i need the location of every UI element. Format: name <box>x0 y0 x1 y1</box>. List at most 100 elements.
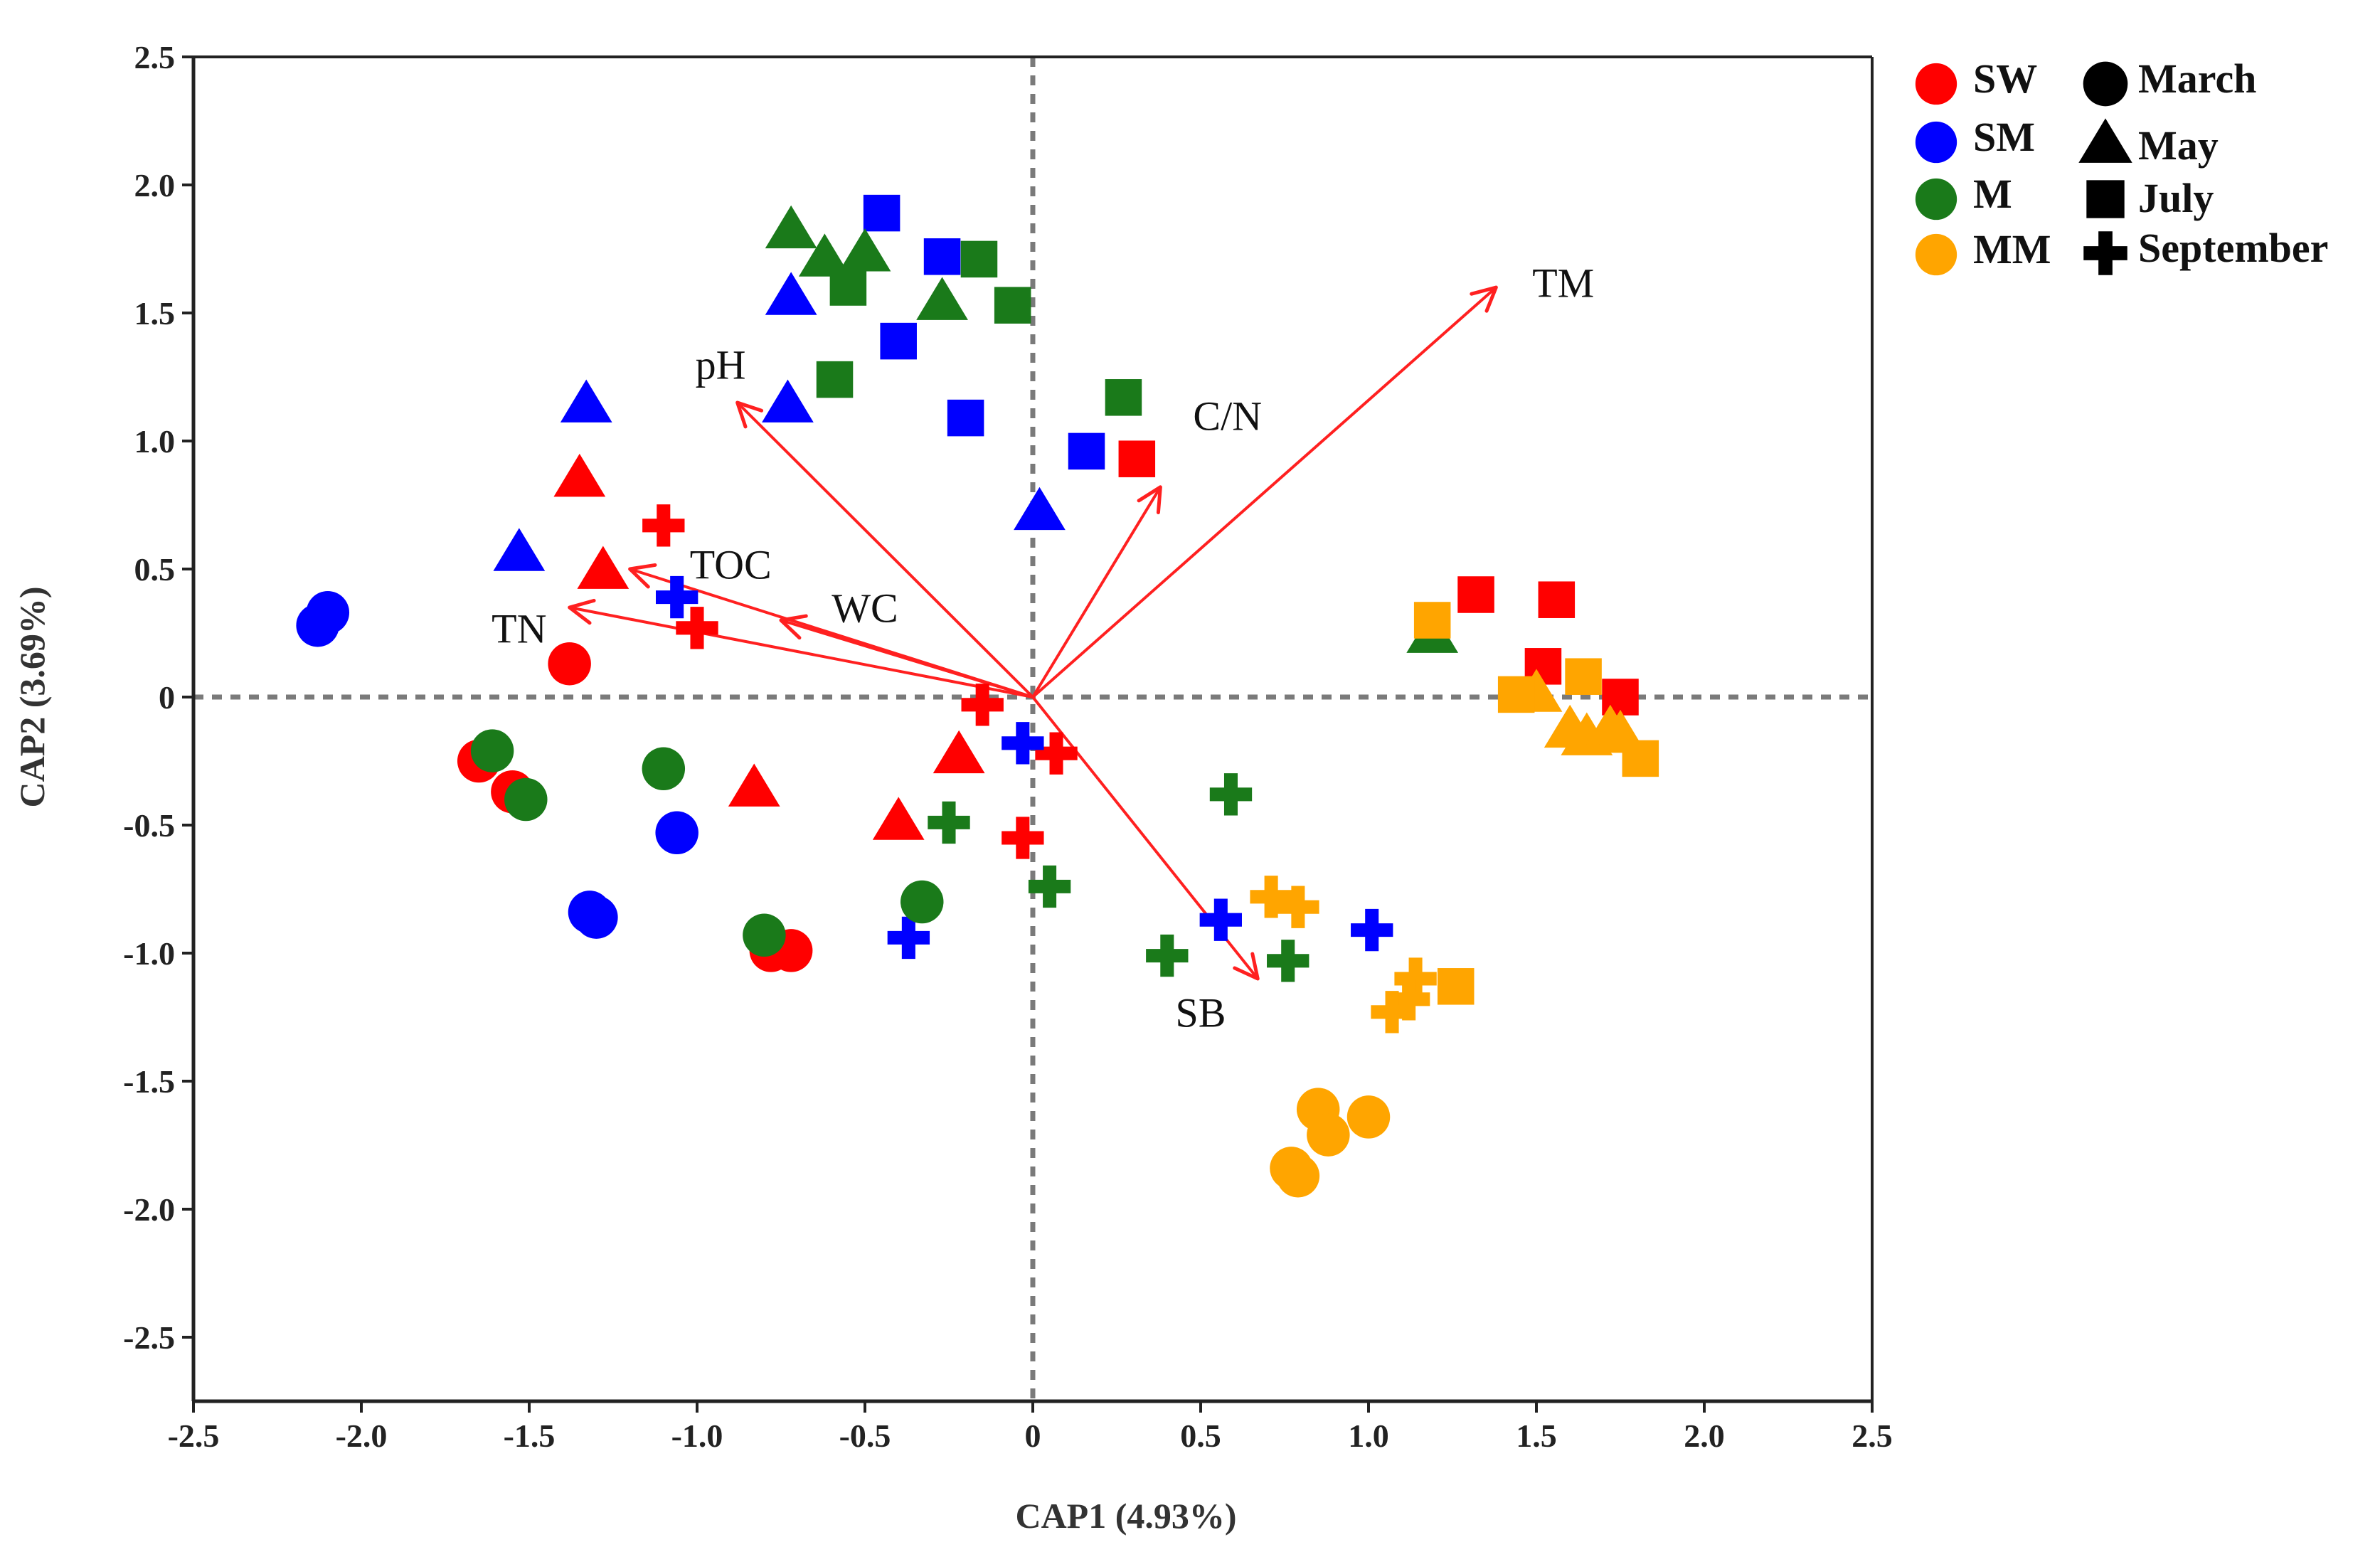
point-mm-july <box>1565 658 1602 695</box>
legend-swatch-september <box>2083 231 2127 275</box>
point-m-september <box>1267 940 1309 982</box>
x-tick-label: -0.5 <box>839 1418 891 1454</box>
x-tick-label: 1.0 <box>1348 1418 1389 1454</box>
vector-label-tm: TM <box>1532 260 1594 306</box>
point-mm-september <box>1387 978 1430 1021</box>
point-sm-july <box>947 399 984 437</box>
point-m-july <box>816 361 854 398</box>
x-tick-label: 0 <box>1025 1418 1041 1454</box>
vector-label-sb: SB <box>1176 989 1226 1036</box>
scatter-points <box>296 194 1659 1198</box>
point-sm-september <box>1351 908 1393 952</box>
point-sw-may <box>872 797 925 840</box>
point-sm-september <box>887 916 930 960</box>
y-axis-title: CAP2 (3.69%) <box>12 586 52 807</box>
vector-label-wc: WC <box>832 585 898 632</box>
vector-arrow-tn <box>568 598 1034 698</box>
point-sm-may <box>1014 487 1066 531</box>
x-tick-label: -1.5 <box>504 1418 556 1454</box>
axes <box>182 55 1874 1413</box>
point-m-september <box>928 801 970 844</box>
point-m-july <box>994 287 1031 324</box>
point-sw-may <box>933 730 985 774</box>
x-tick-label: 1.5 <box>1516 1418 1557 1454</box>
point-mm-september <box>1250 876 1292 918</box>
point-sm-may <box>493 528 546 571</box>
x-tick-label: 2.5 <box>1852 1418 1893 1454</box>
point-m-may <box>916 277 968 320</box>
point-sm-march <box>575 896 618 939</box>
legend-label-may: May <box>2138 122 2219 169</box>
y-tick-label: -2.0 <box>123 1191 175 1228</box>
vector-arrow-tm <box>1031 285 1498 698</box>
point-mm-july <box>1497 676 1535 713</box>
point-sw-july <box>1118 440 1156 477</box>
legend-swatch-may <box>2078 118 2132 163</box>
point-sw-july <box>1457 576 1494 613</box>
point-m-july <box>1105 379 1142 416</box>
point-sm-september <box>1002 722 1044 765</box>
vector-label-tn: TN <box>492 605 546 652</box>
point-m-july <box>829 269 867 306</box>
point-mm-september <box>1371 991 1413 1033</box>
y-tick-label: 1.5 <box>134 295 176 331</box>
point-sm-september <box>656 575 698 619</box>
point-m-march <box>901 880 944 924</box>
legend-label-sw: SW <box>1973 55 2037 102</box>
point-sw-may <box>728 763 780 807</box>
point-sm-march <box>306 590 350 634</box>
legend-swatch-july <box>2086 180 2125 218</box>
y-tick-label: 1.0 <box>134 423 176 459</box>
point-sw-september <box>961 684 1004 726</box>
vector-label-ph: pH <box>696 342 746 388</box>
y-tick-label: 2.5 <box>134 39 176 75</box>
point-sw-september <box>676 607 718 649</box>
point-m-september <box>1209 773 1253 816</box>
point-m-may <box>839 228 891 272</box>
point-m-september <box>1028 865 1071 908</box>
legend-swatch-sw <box>1915 63 1957 105</box>
legend-swatch-march <box>2083 61 2128 107</box>
point-sw-may <box>553 453 606 497</box>
point-sm-july <box>880 322 917 360</box>
point-m-march <box>642 747 686 791</box>
legend-label-march: March <box>2138 55 2256 102</box>
point-sw-september <box>1035 732 1078 775</box>
point-sm-july <box>923 238 961 275</box>
x-tick-label: 2.0 <box>1684 1418 1725 1454</box>
y-tick-label: 0.5 <box>134 551 176 588</box>
point-mm-september <box>1277 886 1319 928</box>
point-sm-may <box>762 379 814 423</box>
x-tick-label: -1.0 <box>671 1418 723 1454</box>
vector-arrow-c-n <box>1031 485 1162 698</box>
legend-label-july: July <box>2138 175 2214 221</box>
x-tick-label: 0.5 <box>1180 1418 1221 1454</box>
point-sw-may <box>577 546 629 589</box>
legend-swatch-m <box>1915 178 1957 220</box>
point-m-may <box>798 233 851 277</box>
point-sw-september <box>1002 817 1044 859</box>
point-mm-july <box>1622 740 1659 777</box>
vector-labels: TM pH C/N TOC TN WC SB <box>492 260 1594 1036</box>
point-m-may <box>765 205 817 249</box>
point-sm-may <box>560 379 612 423</box>
x-tick-label: -2.0 <box>336 1418 388 1454</box>
point-sw-july <box>1538 581 1576 618</box>
point-m-march <box>504 777 548 822</box>
point-m-july <box>960 240 998 278</box>
point-mm-march <box>1276 1154 1320 1198</box>
point-sm-july <box>1068 432 1105 470</box>
y-tick-label: 2.0 <box>134 167 176 203</box>
point-mm-march <box>1346 1095 1391 1139</box>
legend-swatch-mm <box>1915 233 1957 276</box>
vector-label-toc: TOC <box>690 541 772 588</box>
point-mm-march <box>1307 1113 1350 1157</box>
legend-swatch-sm <box>1915 121 1957 164</box>
point-m-march <box>470 729 514 772</box>
point-mm-july <box>1413 602 1451 639</box>
point-sw-march <box>548 642 591 686</box>
legend-label-sm: SM <box>1973 114 2035 160</box>
legend-label-mm: MM <box>1973 226 2051 272</box>
vector-arrow-wc <box>779 614 1034 698</box>
